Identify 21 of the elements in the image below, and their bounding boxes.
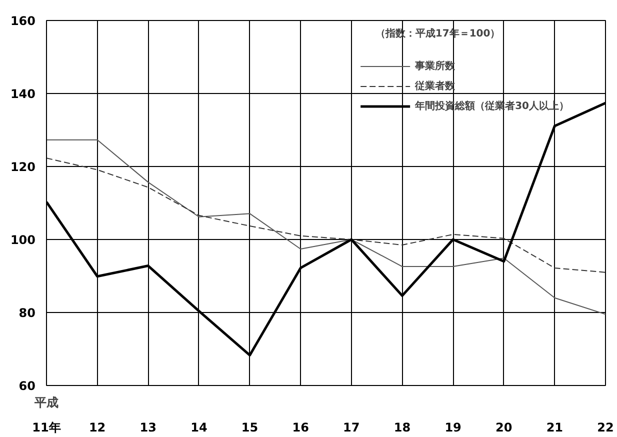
x-tick-label: 15 [241, 420, 258, 434]
line-series [46, 139, 606, 315]
x-tick-label: 17 [343, 420, 360, 434]
y-tick-label: 120 [10, 160, 36, 174]
y-tick-label: 140 [10, 87, 36, 101]
x-tick-label: 19 [444, 420, 462, 434]
x-axis-title: 平成 [34, 396, 58, 410]
x-tick-label: 16 [292, 420, 309, 434]
x-tick-label: 12 [88, 420, 106, 434]
x-tick-label: 13 [140, 420, 156, 434]
x-tick-label: 14 [190, 420, 208, 434]
y-tick-label: 160 [10, 14, 36, 28]
x-tick-label: 22 [597, 420, 614, 434]
y-tick-label: 100 [10, 233, 36, 247]
y-tick-label: 60 [18, 379, 36, 393]
line-series [46, 158, 606, 273]
x-tick-label: 20 [496, 420, 512, 434]
y-tick-label: 80 [18, 306, 36, 320]
x-tick-label: 18 [394, 420, 411, 434]
x-tick-label: 21 [546, 420, 564, 434]
x-tick-label: 11年 [32, 420, 61, 434]
